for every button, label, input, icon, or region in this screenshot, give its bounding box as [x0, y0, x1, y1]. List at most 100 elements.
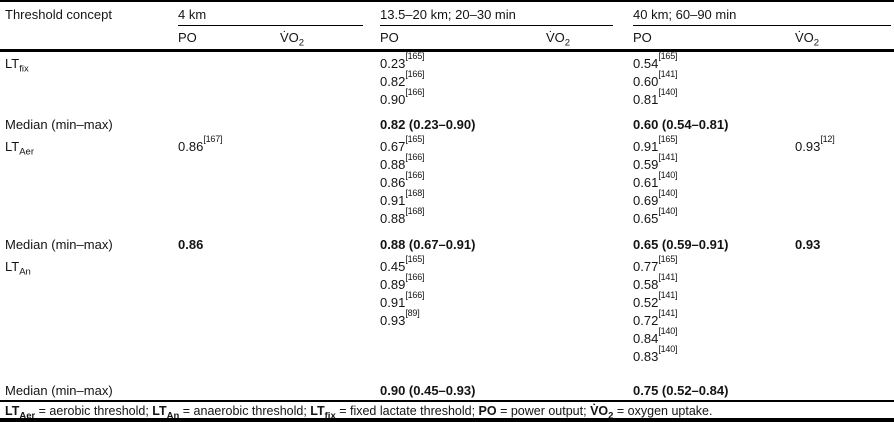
reference-superscript: [141] — [658, 307, 678, 318]
reference-superscript: [166] — [405, 169, 425, 180]
reference-superscript: [165] — [658, 50, 678, 61]
correlation-value: 0.81[140] — [633, 86, 678, 107]
reference-superscript: [168] — [405, 205, 425, 216]
correlation-value: 0.23[165] — [380, 50, 425, 71]
value-cell-g2_vo2 — [546, 236, 633, 254]
header-group-13-20km: 13.5–20 km; 20–30 min — [380, 6, 613, 26]
reference-superscript: [168] — [405, 187, 425, 198]
row-label: Median (min–max) — [5, 383, 113, 398]
value-cell-g3_po: 0.65 (0.59–0.91) — [633, 237, 729, 252]
header-group-row: Threshold concept 4 km 13.5–20 km; 20–30… — [0, 2, 894, 26]
correlation-value: 0.58[141] — [633, 271, 678, 292]
table-body: LTfix 0.23[165] 0.82[166] 0.90[166] 0.54[165… — [0, 50, 894, 400]
value-cell-g3_vo2: 0.93[12] — [795, 133, 894, 228]
concept-row: LTfix 0.23[165] 0.82[166] 0.90[166] 0.54[165… — [0, 50, 894, 109]
value-cell-g2_po: 0.90 (0.45–0.93) — [380, 383, 476, 398]
footnote-abbreviation: LTAer — [5, 404, 36, 422]
value-cell-g2_po: 0.23[165] 0.82[166] 0.90[166] — [380, 50, 546, 109]
row-label: Median (min–max) — [5, 117, 113, 132]
row-label: LTAer — [5, 139, 35, 158]
reference-superscript: [141] — [658, 289, 678, 300]
median-row: Median (min–max) 0.90 (0.45–0.93) 0.75 (0.… — [0, 382, 894, 400]
value-cell-g2_po: 0.67[165] 0.88[166] 0.86[166] 0.91[168] 0.88… — [380, 133, 546, 228]
reference-superscript: [12] — [820, 133, 835, 144]
reference-superscript: [89] — [405, 307, 420, 318]
value-cell-g2_vo2 — [546, 382, 633, 400]
value-cell-g3_vo2 — [795, 116, 894, 134]
reference-superscript: [165] — [405, 133, 425, 144]
value-cell-g2_vo2 — [546, 55, 633, 109]
value-cell-g1_po — [178, 55, 280, 109]
correlation-value: 0.69[140] — [633, 187, 678, 208]
header-po-40km: PO — [633, 30, 652, 45]
table-footnote: LTAer = aerobic threshold; LTAn = anaero… — [5, 404, 713, 422]
value-cell-g2_vo2 — [546, 258, 633, 366]
value-cell-g1_vo2 — [280, 382, 380, 400]
reference-superscript: [165] — [405, 253, 425, 264]
reference-superscript: [141] — [658, 151, 678, 162]
value-cell-g1_vo2 — [280, 55, 380, 109]
value-cell-g2_po: 0.45[165] 0.89[166] 0.91[166] 0.93[89] — [380, 253, 546, 366]
reference-superscript: [166] — [405, 68, 425, 79]
correlation-value: 0.93[12] — [795, 133, 835, 154]
reference-superscript: [140] — [658, 343, 678, 354]
correlation-value: 0.67[165] — [380, 133, 425, 154]
value-cell-g1_vo2 — [280, 116, 380, 134]
row-label: LTfix — [5, 56, 29, 75]
correlation-value: 0.72[141] — [633, 307, 678, 328]
footnote-abbreviation: PO — [478, 404, 497, 418]
correlation-value: 0.65[140] — [633, 205, 678, 226]
value-cell-g3_vo2 — [795, 55, 894, 109]
correlation-value: 0.84[140] — [633, 325, 678, 346]
header-po-4km: PO — [178, 30, 197, 45]
correlation-value: 0.61[140] — [633, 169, 678, 190]
reference-superscript: [165] — [658, 133, 678, 144]
correlation-value: 0.91[166] — [380, 289, 425, 310]
correlation-value: 0.88[166] — [380, 151, 425, 172]
value-cell-g1_vo2 — [280, 258, 380, 366]
reference-superscript: [166] — [405, 289, 425, 300]
reference-superscript: [141] — [658, 68, 678, 79]
correlation-value: 0.59[141] — [633, 151, 678, 172]
correlation-value: 0.45[165] — [380, 253, 425, 274]
footnote-divider — [0, 400, 894, 402]
footnote-abbreviation: LTfix — [310, 404, 336, 422]
header-threshold-concept: Threshold concept — [5, 7, 112, 22]
value-cell-g1_po — [178, 116, 280, 134]
correlation-value: 0.77[165] — [633, 253, 678, 274]
median-row: Median (min–max) 0.82 (0.23–0.90) 0.60 (0.… — [0, 116, 894, 134]
row-label: LTAn — [5, 259, 31, 278]
correlation-value: 0.88[168] — [380, 205, 425, 226]
correlation-value: 0.83[140] — [633, 343, 678, 364]
reference-superscript: [165] — [658, 253, 678, 264]
value-cell-g1_po — [178, 258, 280, 366]
value-cell-g2_vo2 — [546, 138, 633, 228]
value-cell-g3_vo2: 0.93 — [795, 237, 821, 252]
reference-superscript: [140] — [658, 325, 678, 336]
reference-superscript: [166] — [405, 86, 425, 97]
correlation-value: 0.91[165] — [633, 133, 678, 154]
correlation-value: 0.82[166] — [380, 68, 425, 89]
value-cell-g2_po: 0.82 (0.23–0.90) — [380, 117, 476, 132]
header-vo2-13-20km: V̇O2 — [546, 30, 571, 49]
value-cell-g1_po: 0.86 — [178, 237, 204, 252]
value-cell-g3_po: 0.60 (0.54–0.81) — [633, 117, 729, 132]
header-group-4km: 4 km — [178, 6, 363, 26]
header-subcolumn-row: PO V̇O2 PO V̇O2 PO V̇O2 — [0, 26, 894, 52]
value-cell-g2_vo2 — [546, 116, 633, 134]
value-cell-g3_vo2 — [795, 258, 894, 366]
reference-superscript: [166] — [405, 151, 425, 162]
value-cell-g1_po: 0.86[167] — [178, 134, 280, 228]
header-vo2-40km: V̇O2 — [795, 30, 820, 49]
reference-superscript: [140] — [658, 169, 678, 180]
row-label: Median (min–max) — [5, 237, 113, 252]
reference-superscript: [140] — [658, 86, 678, 97]
footnote-abbreviation: LTAn — [152, 404, 180, 422]
header-group-40km: 40 km; 60–90 min — [633, 6, 891, 26]
footnote-abbreviation: V̇O2 — [590, 404, 614, 422]
value-cell-g3_po: 0.54[165] 0.60[141] 0.81[140] — [633, 51, 795, 109]
correlation-value: 0.52[141] — [633, 289, 678, 310]
correlation-value: 0.89[166] — [380, 271, 425, 292]
value-cell-g3_po: 0.75 (0.52–0.84) — [633, 383, 729, 398]
